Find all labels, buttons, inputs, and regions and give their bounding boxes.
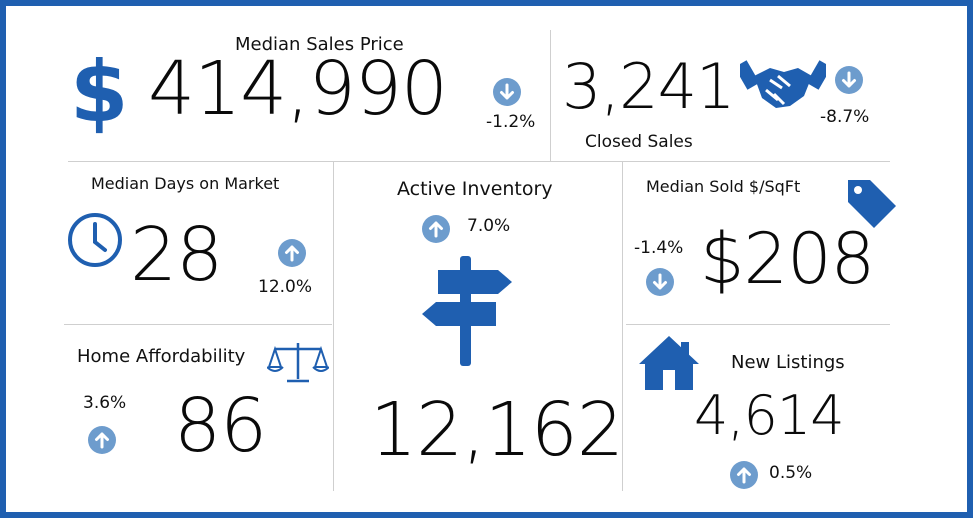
closed-sales-change: -8.7% (820, 107, 870, 127)
divider-left-vertical (333, 161, 334, 491)
median-sold-per-sqft-change: -1.4% (634, 238, 684, 258)
clock-icon (67, 212, 123, 272)
active-inventory-label: Active Inventory (397, 178, 553, 200)
arrow-down-icon (646, 268, 674, 296)
new-listings-change: 0.5% (769, 463, 813, 483)
arrow-down-icon (493, 78, 521, 106)
arrow-up-icon (278, 239, 306, 267)
house-icon (637, 332, 701, 396)
arrow-up-icon (88, 426, 116, 454)
median-days-on-market-change: 12.0% (258, 277, 313, 297)
price-tag-icon (842, 174, 898, 234)
divider-top-vertical (550, 30, 551, 162)
home-affordability-change: 3.6% (83, 393, 127, 413)
active-inventory-value: 12,162 (370, 387, 624, 473)
median-sold-per-sqft-value: $208 (700, 218, 875, 300)
median-sales-price-change: -1.2% (486, 112, 536, 132)
new-listings-value: 4,614 (694, 384, 845, 447)
dollar-icon: $ (70, 43, 129, 141)
closed-sales-value: 3,241 (562, 50, 735, 123)
home-affordability-value: 86 (174, 383, 267, 469)
scales-icon (266, 339, 330, 389)
divider-right-vertical (622, 161, 623, 491)
median-sales-price-value: 414,990 (148, 46, 448, 132)
arrow-up-icon (422, 215, 450, 243)
divider-left-horizontal (64, 324, 332, 325)
median-days-on-market-value: 28 (130, 212, 223, 298)
median-days-on-market-label: Median Days on Market (91, 174, 280, 193)
new-listings-label: New Listings (731, 352, 845, 373)
divider-right-horizontal (626, 324, 890, 325)
median-sales-price-label: Median Sales Price (235, 34, 404, 55)
arrow-down-icon (835, 66, 863, 94)
closed-sales-label: Closed Sales (585, 132, 693, 152)
divider-top-horizontal (68, 161, 890, 162)
median-sold-per-sqft-label: Median Sold $/SqFt (646, 177, 801, 196)
home-affordability-label: Home Affordability (77, 346, 246, 367)
signpost-icon (418, 256, 516, 370)
arrow-up-icon (730, 461, 758, 489)
active-inventory-change: 7.0% (467, 216, 511, 236)
handshake-icon (734, 58, 832, 120)
